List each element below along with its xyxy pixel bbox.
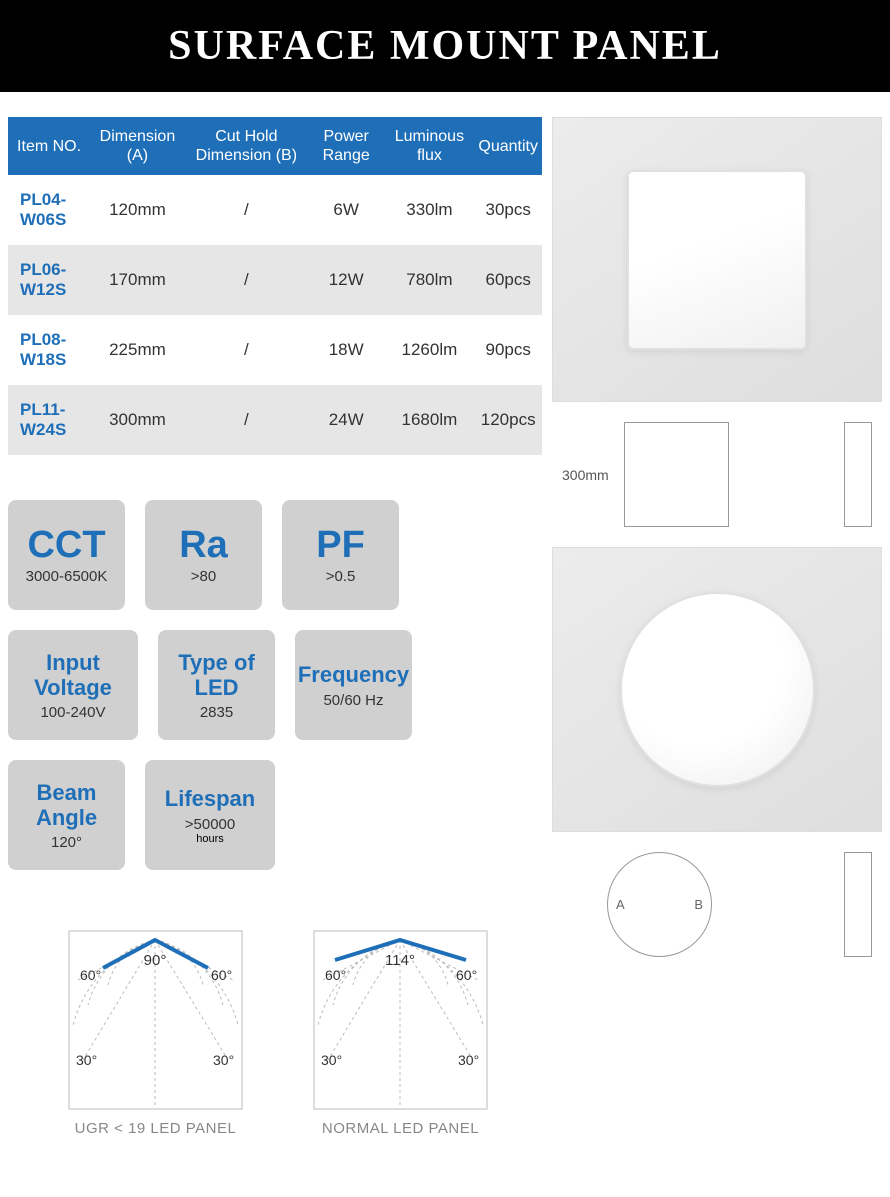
svg-text:60°: 60° xyxy=(211,967,232,983)
left-column: Item NO. Dimension (A) Cut Hold Dimensio… xyxy=(8,117,542,1137)
square-outline-icon xyxy=(624,422,729,527)
card-pf: PF >0.5 xyxy=(282,500,399,610)
svg-text:114°: 114° xyxy=(385,952,415,969)
card-lifespan: Lifespan >50000 hours xyxy=(145,760,275,870)
th-qty: Quantity xyxy=(474,117,542,175)
square-panel-icon xyxy=(627,170,807,350)
polar-ugr19: 90° 60° 60° 30° 30° UGR < 19 LED PANEL xyxy=(68,930,243,1137)
page-title: SURFACE MOUNT PANEL xyxy=(0,0,890,92)
svg-text:30°: 30° xyxy=(213,1052,234,1068)
table-row: PL11-W24S 300mm / 24W 1680lm 120pcs xyxy=(8,385,542,455)
circle-outline-icon: A B xyxy=(607,852,712,957)
card-led-type: Type of LED 2835 xyxy=(158,630,275,740)
polar-chart-icon: 90° 60° 60° 30° 30° xyxy=(68,930,243,1110)
card-voltage: Input Voltage 100-240V xyxy=(8,630,138,740)
svg-text:60°: 60° xyxy=(80,967,101,983)
dim-label: 300mm xyxy=(562,467,609,483)
dimension-square: 300mm xyxy=(552,422,882,527)
svg-text:60°: 60° xyxy=(456,967,477,983)
side-outline-icon xyxy=(844,852,872,957)
svg-text:90°: 90° xyxy=(144,952,167,969)
th-dim-a: Dimension (A) xyxy=(90,117,185,175)
svg-text:30°: 30° xyxy=(321,1052,342,1068)
polar-chart-icon: 114° 60° 60° 30° 30° xyxy=(313,930,488,1110)
right-column: 300mm A B xyxy=(552,117,882,1137)
spec-table: Item NO. Dimension (A) Cut Hold Dimensio… xyxy=(8,117,542,455)
svg-text:30°: 30° xyxy=(458,1052,479,1068)
card-beam-angle: Beam Angle 120° xyxy=(8,760,125,870)
svg-text:30°: 30° xyxy=(76,1052,97,1068)
polar-label: NORMAL LED PANEL xyxy=(322,1120,479,1137)
product-image-square xyxy=(552,117,882,402)
table-row: PL04-W06S 120mm / 6W 330lm 30pcs xyxy=(8,175,542,245)
table-row: PL08-W18S 225mm / 18W 1260lm 90pcs xyxy=(8,315,542,385)
polar-label: UGR < 19 LED PANEL xyxy=(75,1120,237,1137)
round-panel-icon xyxy=(620,592,815,787)
card-frequency: Frequency 50/60 Hz xyxy=(295,630,412,740)
dimension-round: A B xyxy=(552,852,882,957)
th-flux: Luminous flux xyxy=(384,117,474,175)
th-power: Power Range xyxy=(308,117,384,175)
spec-cards: CCT 3000-6500K Ra >80 PF >0.5 Input Volt… xyxy=(8,500,542,870)
table-row: PL06-W12S 170mm / 12W 780lm 60pcs xyxy=(8,245,542,315)
svg-text:60°: 60° xyxy=(325,967,346,983)
side-outline-icon xyxy=(844,422,872,527)
th-item: Item NO. xyxy=(8,117,90,175)
product-image-round xyxy=(552,547,882,832)
polar-charts: 90° 60° 60° 30° 30° UGR < 19 LED PANEL xyxy=(68,930,542,1137)
card-cct: CCT 3000-6500K xyxy=(8,500,125,610)
card-ra: Ra >80 xyxy=(145,500,262,610)
th-dim-b: Cut Hold Dimension (B) xyxy=(185,117,308,175)
content: Item NO. Dimension (A) Cut Hold Dimensio… xyxy=(0,92,890,1197)
polar-normal: 114° 60° 60° 30° 30° NORMAL LED PANEL xyxy=(313,930,488,1137)
